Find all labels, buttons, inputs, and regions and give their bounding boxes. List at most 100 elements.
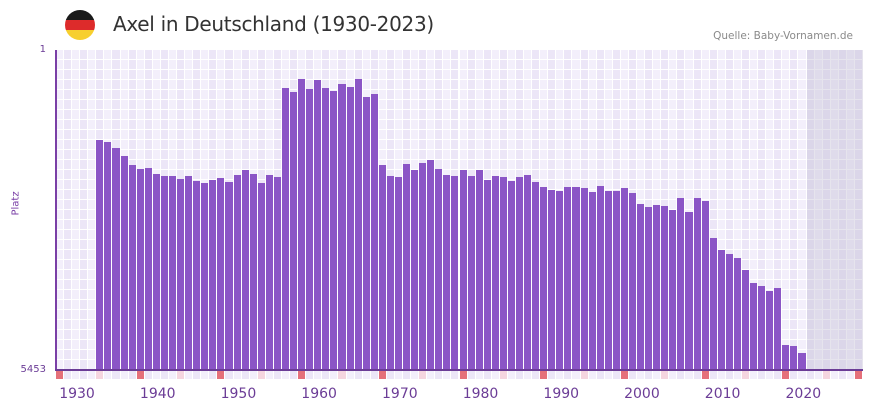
bar-1954[interactable] [249, 173, 257, 370]
bar-1974[interactable] [411, 169, 419, 370]
bar-1939[interactable] [128, 164, 136, 370]
bar-2005[interactable] [661, 205, 669, 370]
bar-1987[interactable] [515, 176, 524, 370]
bar-2010[interactable] [701, 200, 709, 370]
bar-1973[interactable] [403, 163, 411, 370]
bar-1958[interactable] [281, 87, 290, 370]
bar-1976[interactable] [427, 160, 435, 370]
bar-1952[interactable] [233, 174, 241, 370]
grid-cell [580, 60, 588, 69]
grid-cell [532, 70, 540, 79]
bar-2011[interactable] [709, 237, 717, 370]
bar-2016[interactable] [750, 282, 758, 370]
bar-1995[interactable] [580, 187, 588, 370]
bar-1947[interactable] [193, 180, 201, 370]
bar-1996[interactable] [588, 191, 596, 370]
bar-1980[interactable] [459, 169, 467, 370]
bar-2018[interactable] [766, 290, 774, 370]
bar-1965[interactable] [338, 83, 346, 370]
bar-1999[interactable] [612, 190, 620, 370]
bar-1977[interactable] [435, 168, 443, 370]
bar-1962[interactable] [314, 79, 322, 370]
bar-1936[interactable] [104, 141, 112, 370]
bar-2012[interactable] [717, 249, 725, 370]
bar-1951[interactable] [225, 181, 233, 370]
bar-1946[interactable] [185, 175, 193, 370]
bar-2002[interactable] [637, 203, 645, 370]
bar-1942[interactable] [152, 173, 160, 370]
bar-2017[interactable] [758, 285, 766, 370]
bar-1964[interactable] [330, 90, 338, 370]
bar-2008[interactable] [685, 211, 693, 370]
bar-2000[interactable] [620, 187, 628, 370]
bar-2022[interactable] [798, 352, 806, 370]
bar-1943[interactable] [160, 175, 168, 370]
grid-cell [766, 140, 774, 149]
bar-1975[interactable] [419, 163, 427, 370]
bar-1985[interactable] [499, 176, 507, 370]
bar-2020[interactable] [782, 345, 790, 370]
bar-1988[interactable] [524, 174, 532, 370]
bar-1992[interactable] [556, 190, 564, 370]
bar-1993[interactable] [564, 186, 572, 370]
bar-1971[interactable] [386, 175, 394, 370]
bar-1960[interactable] [298, 78, 306, 370]
bar-2004[interactable] [653, 204, 661, 370]
grid-cell [540, 90, 548, 99]
bar-1945[interactable] [177, 178, 185, 370]
bar-1953[interactable] [241, 169, 249, 370]
bar-1994[interactable] [572, 186, 580, 370]
bar-1959[interactable] [290, 91, 298, 370]
bar-2009[interactable] [693, 197, 701, 370]
bar-2003[interactable] [645, 206, 653, 370]
bar-1956[interactable] [265, 174, 273, 370]
bar-1984[interactable] [491, 175, 499, 370]
bar-1938[interactable] [120, 155, 128, 370]
bar-1949[interactable] [209, 179, 217, 370]
bar-1979[interactable] [451, 175, 459, 370]
bar-2019[interactable] [774, 287, 782, 370]
bar-1970[interactable] [378, 164, 386, 370]
bar-2006[interactable] [669, 209, 677, 370]
grid-cell [290, 70, 298, 79]
bar-1937[interactable] [112, 147, 120, 370]
bar-1950[interactable] [217, 177, 225, 370]
grid-cell [766, 240, 774, 249]
bar-1997[interactable] [596, 185, 604, 370]
grid-cell [168, 100, 177, 109]
bar-1968[interactable] [362, 96, 370, 370]
bar-1998[interactable] [604, 190, 612, 370]
bar-1967[interactable] [354, 78, 362, 370]
bar-2001[interactable] [628, 192, 637, 370]
bar-1941[interactable] [144, 167, 152, 370]
bar-1957[interactable] [273, 176, 281, 370]
grid-cell [330, 50, 338, 59]
bar-1983[interactable] [483, 179, 491, 370]
bar-2014[interactable] [733, 257, 741, 370]
grid-cell [822, 130, 830, 139]
bar-1944[interactable] [168, 175, 177, 370]
bar-1978[interactable] [443, 174, 451, 370]
bar-1969[interactable] [370, 93, 378, 370]
bar-1935[interactable] [96, 139, 104, 370]
bar-1948[interactable] [201, 182, 209, 370]
bar-1955[interactable] [257, 182, 265, 370]
grid-cell [273, 50, 281, 59]
bar-1940[interactable] [136, 168, 144, 370]
bar-2013[interactable] [725, 253, 733, 370]
bar-1972[interactable] [394, 176, 402, 370]
bar-1991[interactable] [548, 189, 556, 370]
bar-1990[interactable] [540, 186, 548, 370]
bar-1961[interactable] [306, 88, 314, 370]
bar-1981[interactable] [467, 175, 475, 370]
bar-1963[interactable] [322, 87, 330, 370]
bar-1982[interactable] [475, 169, 483, 370]
bar-1986[interactable] [507, 180, 515, 370]
grid-cell [265, 100, 273, 109]
source-link[interactable]: Quelle: Baby-Vornamen.de [713, 30, 853, 42]
bar-1989[interactable] [532, 181, 540, 370]
bar-2015[interactable] [741, 269, 749, 370]
bar-1966[interactable] [346, 86, 354, 370]
bar-2021[interactable] [790, 346, 798, 370]
bar-2007[interactable] [677, 197, 685, 370]
